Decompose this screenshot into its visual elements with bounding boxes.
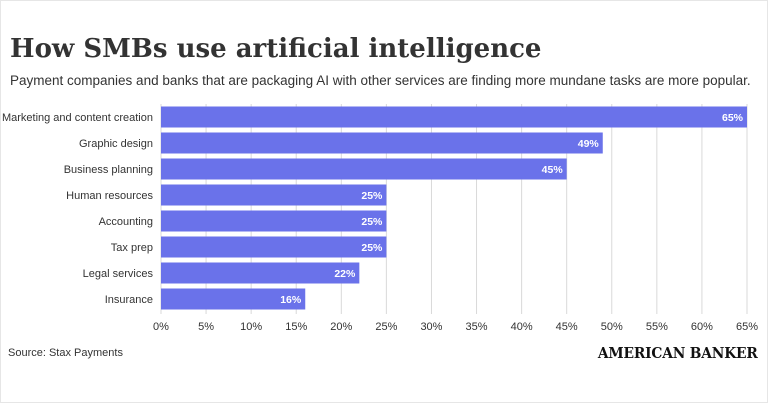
value-label: 16%: [280, 294, 302, 306]
value-label: 65%: [722, 112, 744, 124]
x-tick-label: 0%: [153, 321, 169, 333]
bar: [161, 158, 567, 180]
source-note: Source: Stax Payments: [8, 347, 123, 359]
x-tick-label: 55%: [646, 321, 668, 333]
x-tick-label: 30%: [420, 321, 442, 333]
category-label: Tax prep: [111, 242, 153, 254]
x-tick-label: 20%: [330, 321, 352, 333]
x-tick-label: 60%: [691, 321, 713, 333]
x-tick-label: 40%: [511, 321, 533, 333]
x-tick-label: 50%: [601, 321, 623, 333]
bar-chart: 0% 5% 10% 15% 20% 25% 30% 35% 40% 45% 50% 55% 60% 65%…: [2, 104, 758, 333]
chart-title: How SMBs use artificial intelligence: [10, 34, 542, 64]
x-tick-label: 25%: [375, 321, 397, 333]
value-label: 49%: [578, 138, 600, 150]
category-label: Marketing and content creation: [2, 112, 153, 124]
x-tick-label: 10%: [240, 321, 262, 333]
x-tick-label: 45%: [556, 321, 578, 333]
value-label: 25%: [361, 242, 383, 254]
x-tick-label: 5%: [198, 321, 214, 333]
x-tick-label: 65%: [736, 321, 758, 333]
value-label: 25%: [361, 190, 383, 202]
chart-subtitle: Payment companies and banks that are pac…: [10, 73, 751, 88]
value-label: 25%: [361, 216, 383, 228]
category-label: Insurance: [105, 294, 153, 306]
bar: [161, 262, 360, 284]
bar: [161, 106, 747, 128]
x-tick-label: 15%: [285, 321, 307, 333]
value-label: 45%: [542, 164, 564, 176]
value-label: 22%: [334, 268, 356, 280]
bar: [161, 132, 603, 154]
bar: [161, 288, 306, 310]
bar: [161, 184, 387, 206]
bar: [161, 236, 387, 258]
category-label: Legal services: [83, 268, 154, 280]
bar: [161, 210, 387, 232]
category-label: Accounting: [99, 216, 153, 228]
brand-logo: AMERICAN BANKER: [598, 344, 758, 362]
category-label: Human resources: [66, 190, 153, 202]
x-tick-label: 35%: [466, 321, 488, 333]
category-label: Business planning: [64, 164, 153, 176]
category-label: Graphic design: [79, 138, 153, 150]
